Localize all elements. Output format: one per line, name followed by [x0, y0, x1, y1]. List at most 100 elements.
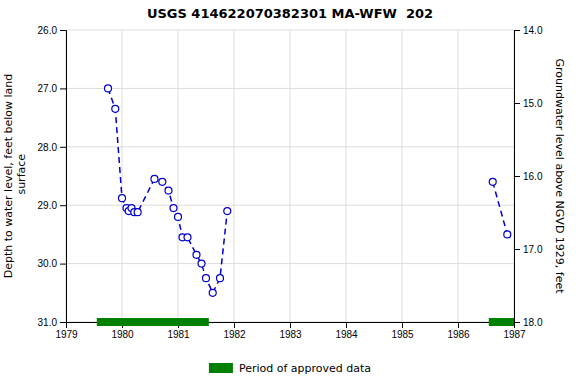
- point: [175, 213, 182, 220]
- tick-mark: [60, 147, 66, 148]
- data: [105, 85, 511, 296]
- grid-line: [66, 88, 514, 89]
- tick-mark: [514, 249, 520, 250]
- grid-line: [234, 30, 235, 322]
- tick-mark: [346, 322, 347, 328]
- point: [105, 85, 112, 92]
- tick: 26.0: [38, 25, 66, 36]
- plot-area: 1979 1980 1981 1982 1983 1984 1985 1986 1987 26.0…: [2, 25, 566, 340]
- grid: [66, 30, 514, 322]
- approved-bar: [97, 318, 209, 326]
- tick-label: 14.0: [523, 25, 543, 36]
- tick-label: 31.0: [38, 317, 58, 328]
- grid-line: [122, 30, 123, 322]
- point: [170, 205, 177, 212]
- axis-line: [515, 31, 521, 323]
- tick: 18.0: [514, 317, 543, 328]
- tick: 28.0: [38, 142, 66, 153]
- tick-mark: [402, 322, 403, 328]
- line: [108, 88, 507, 292]
- tick: 1982: [223, 322, 246, 340]
- title: USGS 414622070382301 MA-WFW 202: [147, 6, 433, 21]
- grid-line: [402, 30, 403, 322]
- axis-line: [60, 31, 67, 323]
- chart: 1979 1980 1981 1982 1983 1984 1985 1986 1987 26.0…: [0, 0, 576, 384]
- tick-mark: [60, 30, 66, 31]
- tick-label: 18.0: [523, 317, 543, 328]
- y2-axis-title: Groundwater level above NGVD 1929, feet: [553, 58, 566, 294]
- tick: 31.0: [38, 317, 66, 328]
- tick: 29.0: [38, 200, 66, 211]
- tick-label: 1982: [223, 329, 246, 340]
- point: [217, 275, 224, 282]
- tick-label: 17.0: [523, 244, 543, 255]
- tick: 1983: [279, 322, 302, 340]
- tick-mark: [514, 176, 520, 177]
- y-axis-title-line: surface: [15, 154, 28, 198]
- tick-label: 1986: [447, 329, 470, 340]
- approved-bar: [489, 318, 514, 326]
- point: [209, 289, 216, 296]
- grid-line: [66, 30, 514, 31]
- tick-label: 30.0: [38, 258, 58, 269]
- tick: 1986: [447, 322, 470, 340]
- tick-mark: [234, 322, 235, 328]
- tick-mark: [60, 205, 66, 206]
- y2-axis: 18.0 17.0 16.0 15.0 14.0: [514, 25, 543, 328]
- grid-line: [458, 30, 459, 322]
- grid-line: [66, 263, 514, 264]
- tick-label: 1981: [167, 329, 190, 340]
- tick: 1984: [335, 322, 358, 340]
- point: [159, 178, 166, 185]
- point: [165, 187, 172, 194]
- tick-label: 16.0: [523, 171, 543, 182]
- tick-label: 1979: [55, 329, 78, 340]
- tick: 30.0: [38, 258, 66, 269]
- point: [184, 234, 191, 241]
- tick-label: 1980: [111, 329, 134, 340]
- point: [119, 195, 126, 202]
- tick-mark: [290, 322, 291, 328]
- tick-mark: [514, 30, 520, 31]
- legend: Period of approved data: [209, 362, 371, 375]
- tick-mark: [514, 322, 520, 323]
- tick: 17.0: [514, 244, 543, 255]
- approved-bars: [97, 318, 514, 326]
- tick-label: 28.0: [38, 142, 58, 153]
- tick: 1985: [391, 322, 414, 340]
- tick-label: 26.0: [38, 25, 58, 36]
- y-axis-title-line: Depth to water level, feet below land: [2, 74, 15, 279]
- grid-line: [66, 146, 514, 147]
- tick-mark: [458, 322, 459, 328]
- y-axis: 26.0 27.0 28.0 29.0 30.0 31.0: [38, 25, 67, 328]
- legend-swatch: [209, 363, 233, 373]
- tick-mark: [60, 88, 66, 89]
- tick: 1979: [55, 322, 78, 340]
- tick-label: 15.0: [523, 98, 543, 109]
- grid-line: [290, 30, 291, 322]
- point: [134, 209, 141, 216]
- tick-label: 1985: [391, 329, 414, 340]
- tick-mark: [60, 322, 66, 323]
- grid-line: [346, 30, 347, 322]
- point: [198, 260, 205, 267]
- tick-label: 1983: [279, 329, 302, 340]
- tick-mark: [514, 103, 520, 104]
- y-axis-title: Depth to water level, feet below land su…: [2, 74, 28, 279]
- point: [151, 175, 158, 182]
- legend-label: Period of approved data: [239, 362, 371, 375]
- point: [504, 231, 511, 238]
- tick: 14.0: [514, 25, 543, 36]
- point: [203, 275, 210, 282]
- tick-label: 27.0: [38, 83, 58, 94]
- point: [489, 178, 496, 185]
- tick-label: 1984: [335, 329, 358, 340]
- tick-mark: [60, 264, 66, 265]
- grid-line: [178, 30, 179, 322]
- tick: 15.0: [514, 98, 543, 109]
- tick: 16.0: [514, 171, 543, 182]
- tick: 27.0: [38, 83, 66, 94]
- tick-label: 1987: [503, 329, 526, 340]
- point: [112, 105, 119, 112]
- point: [193, 251, 200, 258]
